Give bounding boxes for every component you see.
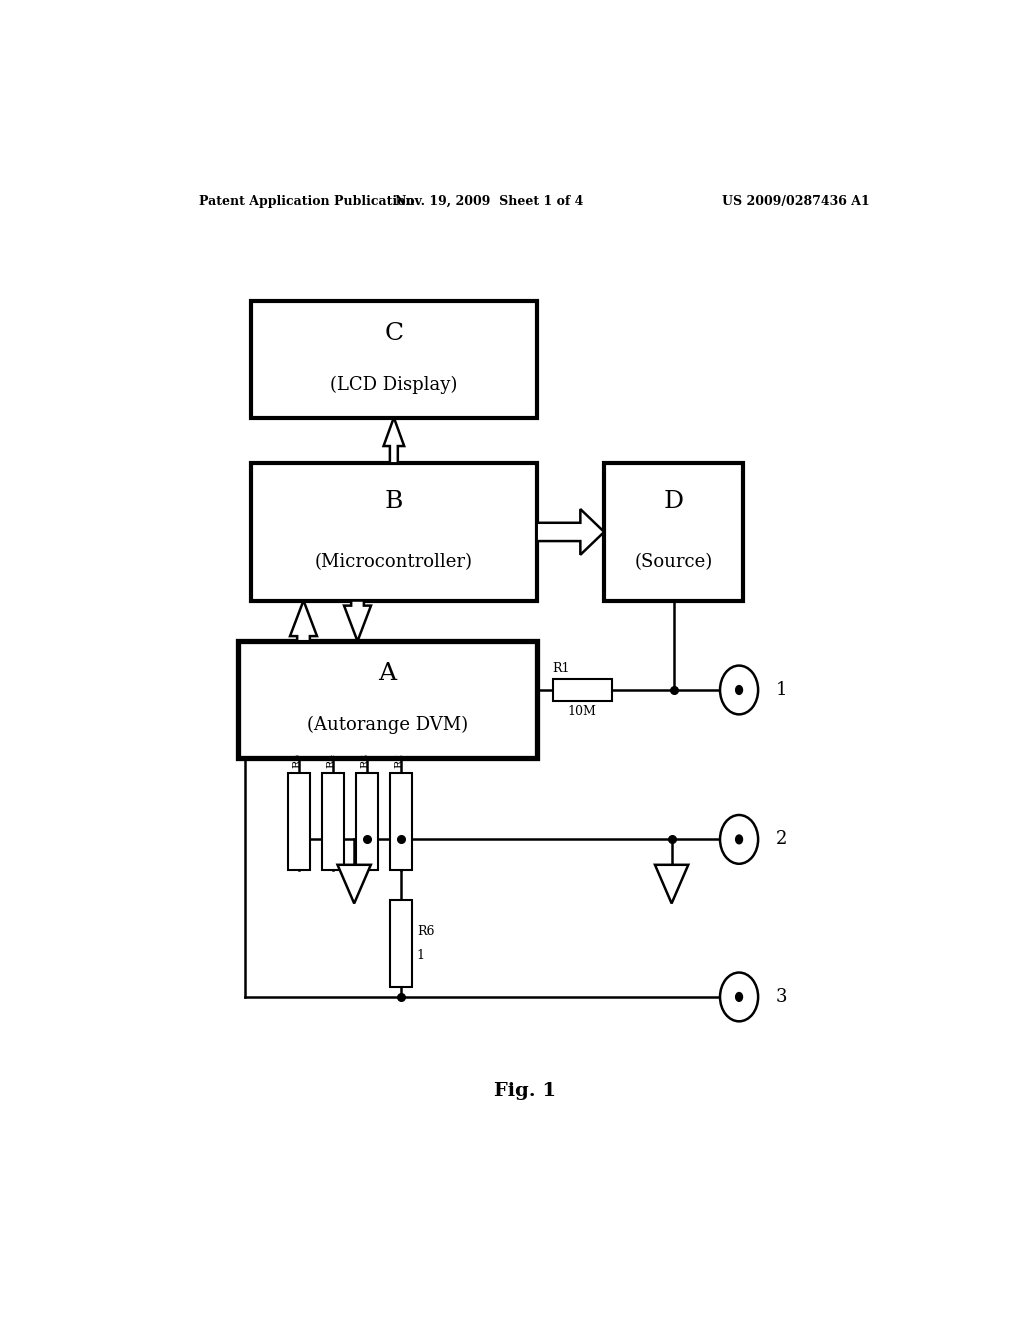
Text: (Source): (Source) bbox=[635, 553, 713, 572]
Bar bbox=[604, 463, 743, 601]
Bar bbox=[288, 774, 309, 870]
Text: 1K: 1K bbox=[297, 825, 305, 840]
Text: Fig. 1: Fig. 1 bbox=[494, 1082, 556, 1101]
Text: 3: 3 bbox=[775, 987, 787, 1006]
Polygon shape bbox=[655, 865, 688, 903]
Bar bbox=[390, 774, 412, 870]
Bar bbox=[390, 900, 412, 987]
Text: Nov. 19, 2009  Sheet 1 of 4: Nov. 19, 2009 Sheet 1 of 4 bbox=[395, 194, 584, 207]
Text: R3: R3 bbox=[360, 752, 371, 768]
Bar bbox=[251, 301, 537, 417]
Polygon shape bbox=[384, 417, 404, 463]
Circle shape bbox=[720, 973, 758, 1022]
Bar bbox=[355, 774, 378, 870]
Text: 101.0K: 101.0K bbox=[365, 813, 374, 850]
Text: B: B bbox=[385, 490, 403, 513]
Bar bbox=[553, 678, 612, 701]
Circle shape bbox=[735, 685, 742, 694]
Bar bbox=[251, 463, 537, 601]
Text: R2: R2 bbox=[394, 752, 404, 768]
Polygon shape bbox=[290, 601, 317, 642]
Text: C: C bbox=[384, 322, 403, 345]
Text: R6: R6 bbox=[417, 925, 434, 939]
Text: (Microcontroller): (Microcontroller) bbox=[314, 553, 473, 572]
Circle shape bbox=[735, 993, 742, 1002]
Text: 1: 1 bbox=[775, 681, 787, 700]
Polygon shape bbox=[344, 601, 371, 642]
Bar bbox=[322, 774, 344, 870]
Text: 10M: 10M bbox=[568, 705, 597, 718]
Polygon shape bbox=[338, 865, 371, 903]
Circle shape bbox=[720, 665, 758, 714]
Circle shape bbox=[735, 836, 742, 843]
Text: R5: R5 bbox=[292, 752, 302, 768]
Text: (LCD Display): (LCD Display) bbox=[330, 376, 458, 393]
Text: (Autorange DVM): (Autorange DVM) bbox=[307, 717, 468, 734]
Bar bbox=[238, 642, 538, 758]
Text: D: D bbox=[664, 490, 684, 513]
Text: A: A bbox=[379, 663, 396, 685]
Text: US 2009/0287436 A1: US 2009/0287436 A1 bbox=[722, 194, 870, 207]
Text: R4: R4 bbox=[327, 752, 336, 768]
Text: 10K: 10K bbox=[331, 821, 340, 842]
Text: Patent Application Publication: Patent Application Publication bbox=[200, 194, 415, 207]
Circle shape bbox=[720, 814, 758, 863]
Text: 2: 2 bbox=[775, 830, 787, 849]
Text: 1.111M: 1.111M bbox=[399, 812, 408, 851]
Polygon shape bbox=[537, 510, 604, 554]
Text: 1: 1 bbox=[417, 949, 425, 962]
Text: R1: R1 bbox=[553, 661, 570, 675]
